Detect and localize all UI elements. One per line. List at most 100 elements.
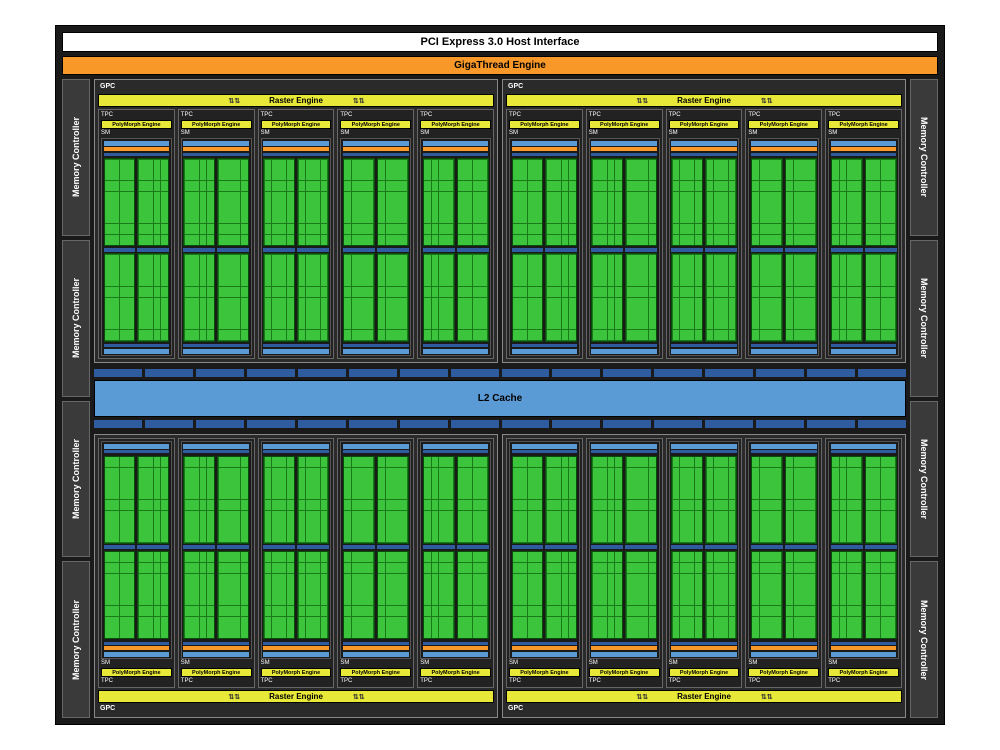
cuda-core	[808, 224, 815, 234]
cuda-core	[866, 500, 873, 510]
cuda-core	[707, 298, 714, 308]
cuda-core	[306, 574, 313, 584]
cuda-core	[608, 181, 615, 191]
cuda-core	[366, 511, 373, 521]
cuda-core	[832, 617, 839, 627]
cuda-core	[321, 265, 328, 275]
memory-controller-label: Memory Controller	[919, 600, 929, 680]
cuda-core	[707, 595, 714, 605]
cuda-core	[279, 287, 286, 297]
cuda-core	[146, 330, 153, 340]
cuda-core	[192, 532, 199, 542]
cuda-core	[873, 468, 880, 478]
cuda-core	[127, 584, 134, 594]
cuda-core	[127, 202, 134, 212]
memory-controller-label: Memory Controller	[71, 439, 81, 519]
cuda-core	[847, 489, 854, 499]
cuda-core	[832, 276, 839, 286]
cuda-core-grid	[217, 158, 249, 246]
sm-label: SM	[181, 130, 252, 137]
cuda-core	[854, 319, 861, 329]
cuda-core	[393, 213, 400, 223]
cuda-core	[105, 235, 112, 245]
cuda-core	[154, 606, 161, 616]
cuda-core	[801, 170, 808, 180]
cuda-core	[465, 552, 472, 562]
cuda-core	[473, 552, 480, 562]
cuda-core	[714, 606, 721, 616]
cuda-core	[439, 235, 446, 245]
cuda-core	[801, 255, 808, 265]
tpc-label: TPC	[509, 678, 580, 685]
cuda-core	[547, 532, 554, 542]
cuda-core	[287, 574, 294, 584]
cuda-core	[881, 511, 888, 521]
cuda-core	[146, 202, 153, 212]
cuda-core	[881, 181, 888, 191]
cuda-core	[513, 500, 520, 510]
cuda-core	[154, 478, 161, 488]
cuda-core	[649, 606, 656, 616]
cuda-core	[794, 192, 801, 202]
cuda-core	[192, 298, 199, 308]
cuda-core	[127, 511, 134, 521]
cuda-core	[767, 606, 774, 616]
raster-arrows-icon: ⇅ ⇅	[228, 97, 239, 105]
cuda-core	[400, 287, 407, 297]
cuda-core	[120, 489, 127, 499]
sm-register-bar	[591, 153, 657, 156]
cuda-core	[219, 584, 226, 594]
cuda-core	[854, 574, 861, 584]
cuda-core	[226, 617, 233, 627]
cuda-core	[873, 606, 880, 616]
cuda-core	[439, 584, 446, 594]
cuda-core	[866, 606, 873, 616]
cuda-core	[446, 265, 453, 275]
cuda-core	[458, 170, 465, 180]
cuda-core	[313, 255, 320, 265]
sm-lsu-bar	[104, 344, 170, 347]
cuda-core	[306, 224, 313, 234]
cuda-core	[154, 563, 161, 573]
cuda-core-grid	[865, 551, 897, 639]
cuda-core	[299, 287, 306, 297]
cuda-core	[127, 330, 134, 340]
cuda-core	[219, 319, 226, 329]
cuda-core	[729, 170, 736, 180]
cuda-core	[794, 511, 801, 521]
cuda-core-grid	[263, 158, 295, 246]
cuda-core	[547, 457, 554, 467]
cuda-core	[687, 224, 694, 234]
cuda-core	[265, 265, 272, 275]
cuda-core	[615, 255, 622, 265]
cuda-core	[873, 574, 880, 584]
cuda-core	[207, 181, 214, 191]
cuda-core	[687, 202, 694, 212]
cuda-core	[139, 489, 146, 499]
cuda-core	[473, 511, 480, 521]
cuda-core	[513, 319, 520, 329]
tpc-label: TPC	[420, 678, 491, 685]
cuda-core	[366, 213, 373, 223]
cuda-core	[105, 489, 112, 499]
cuda-core	[219, 160, 226, 170]
cuda-core	[528, 213, 535, 223]
cuda-core	[695, 511, 702, 521]
cuda-core	[219, 468, 226, 478]
cuda-core	[721, 511, 728, 521]
cuda-core	[424, 224, 431, 234]
cuda-core	[721, 192, 728, 202]
cuda-core	[695, 532, 702, 542]
cuda-core	[185, 330, 192, 340]
cuda-core	[265, 617, 272, 627]
cuda-core	[127, 500, 134, 510]
cuda-core	[794, 319, 801, 329]
cuda-core	[473, 192, 480, 202]
cuda-core	[446, 235, 453, 245]
sm-scheduler-bar	[671, 646, 737, 650]
cuda-core	[641, 500, 648, 510]
cuda-core	[378, 532, 385, 542]
cuda-core	[847, 224, 854, 234]
cuda-core	[840, 319, 847, 329]
cuda-core	[535, 181, 542, 191]
